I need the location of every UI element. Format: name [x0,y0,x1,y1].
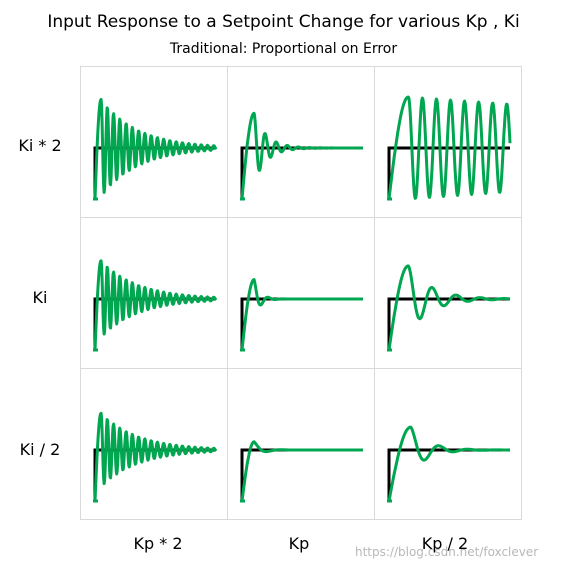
response-curve [93,98,218,200]
row-label-ki-times-2: Ki * 2 [18,136,62,155]
setpoint-line [387,297,510,350]
panel-plot [240,278,364,352]
response-curve [387,95,512,200]
setpoint-line [387,146,510,199]
panel-ki-div-2-kp [227,368,374,519]
panel-plot [387,425,511,503]
panel-grid [80,66,522,520]
panel-plot [93,259,218,352]
panel-plot [240,111,364,201]
col-label-kp-times-2: Kp * 2 [133,534,183,553]
response-curve [240,278,364,351]
setpoint-line [387,448,510,501]
setpoint-line [240,297,363,350]
panel-ki-div-2-kp-x-2 [80,368,227,519]
col-label-kp-half: Kp / 2 [421,534,469,553]
panel-ki-div-2-kp-div-2 [374,368,521,519]
chart-subtitle: Traditional: Proportional on Error [169,41,398,57]
panel-plot [387,95,512,201]
response-curve [387,264,511,351]
panel-ki-kp-x-2 [80,217,227,368]
row-label-ki-half: Ki / 2 [19,440,61,459]
response-curve [240,111,364,200]
response-curve [93,411,218,502]
panel-plot [93,98,218,201]
row-label-ki: Ki [32,288,48,307]
panel-plot [93,411,218,503]
response-curve [240,440,364,502]
panel-plot [240,440,364,503]
panel-ki-x-2-kp [227,66,374,217]
grid-divider [374,67,375,519]
col-label-kp: Kp [288,534,310,553]
response-curve [93,259,218,351]
setpoint-line [240,146,363,199]
panel-ki-x-2-kp-x-2 [80,66,227,217]
watermark: https://blog.csdn.net/foxclever [355,545,539,559]
panel-plot [387,264,511,352]
grid-divider [81,368,521,369]
panel-ki-kp-div-2 [374,217,521,368]
setpoint-line [240,448,363,501]
grid-divider [227,67,228,519]
response-curve [387,425,511,502]
panel-ki-x-2-kp-div-2 [374,66,521,217]
chart-title: Input Response to a Setpoint Change for … [47,12,520,32]
panel-ki-kp [227,217,374,368]
grid-divider [81,217,521,218]
